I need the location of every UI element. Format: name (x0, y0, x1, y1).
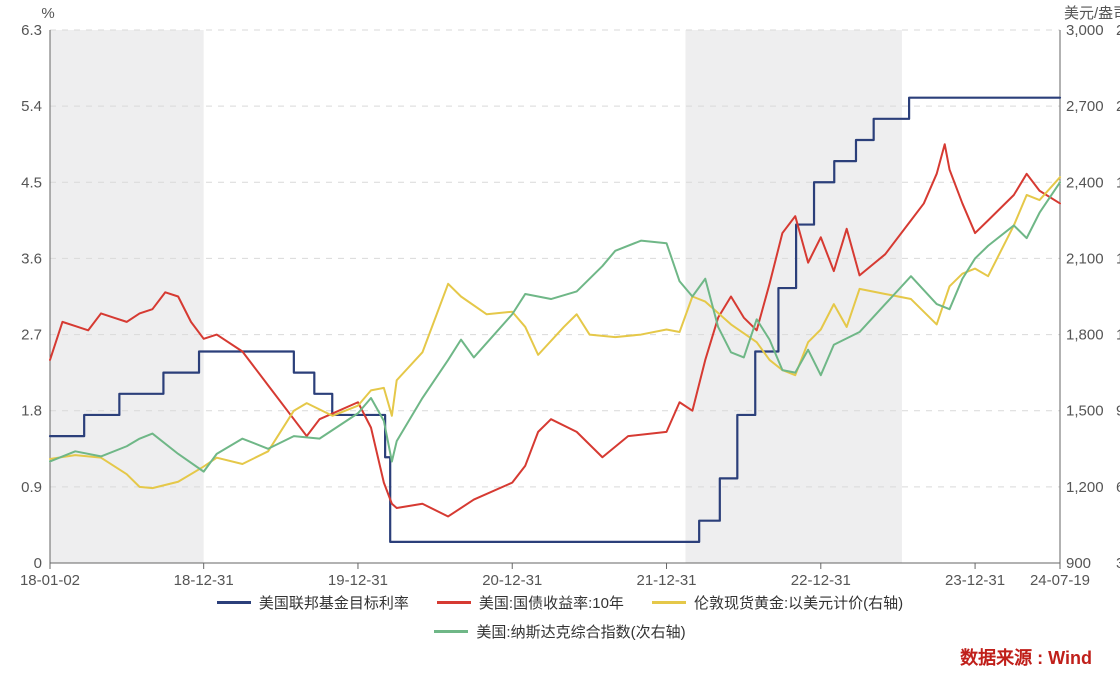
legend-label: 伦敦现货黄金:以美元计价(右轴) (694, 592, 903, 613)
svg-text:21,000: 21,000 (1116, 98, 1120, 115)
svg-text:21-12-31: 21-12-31 (636, 572, 696, 589)
svg-text:6,000: 6,000 (1116, 479, 1120, 496)
legend-swatch (217, 601, 251, 604)
legend: 美国联邦基金目标利率 美国:国债收益率:10年 伦敦现货黄金:以美元计价(右轴) 美国… (0, 592, 1120, 642)
legend-swatch (437, 601, 471, 604)
legend-item-ust10y: 美国:国债收益率:10年 (437, 592, 624, 613)
svg-text:2.7: 2.7 (21, 327, 42, 344)
svg-text:3,000: 3,000 (1066, 22, 1104, 39)
data-source-label: 数据来源 : Wind (960, 644, 1092, 670)
svg-text:5.4: 5.4 (21, 98, 42, 115)
svg-text:0.9: 0.9 (21, 479, 42, 496)
svg-text:%: % (41, 5, 54, 22)
svg-text:2,400: 2,400 (1066, 174, 1104, 191)
svg-text:20-12-31: 20-12-31 (482, 572, 542, 589)
svg-text:3.6: 3.6 (21, 250, 42, 267)
legend-label: 美国:国债收益率:10年 (479, 592, 624, 613)
svg-text:2,700: 2,700 (1066, 98, 1104, 115)
svg-text:0: 0 (34, 555, 42, 572)
svg-text:12,000: 12,000 (1116, 327, 1120, 344)
legend-swatch (434, 630, 468, 633)
svg-text:1.8: 1.8 (21, 403, 42, 420)
svg-text:1,800: 1,800 (1066, 327, 1104, 344)
legend-item-gold: 伦敦现货黄金:以美元计价(右轴) (652, 592, 903, 613)
svg-text:4.5: 4.5 (21, 174, 42, 191)
chart-container: 0 0.9 1.8 2.7 3.6 4.5 5.4 6.3% 900 1,200 1,500 1,80… (0, 0, 1120, 680)
svg-text:19-12-31: 19-12-31 (328, 572, 388, 589)
svg-text:24-07-19: 24-07-19 (1030, 572, 1090, 589)
svg-text:18-12-31: 18-12-31 (174, 572, 234, 589)
svg-text:900: 900 (1066, 555, 1091, 572)
legend-item-fed_funds: 美国联邦基金目标利率 (217, 592, 409, 613)
svg-text:6.3: 6.3 (21, 22, 42, 39)
svg-text:18-01-02: 18-01-02 (20, 572, 80, 589)
legend-swatch (652, 601, 686, 604)
svg-text:15,000: 15,000 (1116, 250, 1120, 267)
svg-text:23-12-31: 23-12-31 (945, 572, 1005, 589)
legend-item-nasdaq: 美国:纳斯达克综合指数(次右轴) (434, 621, 685, 642)
svg-text:18,000: 18,000 (1116, 174, 1120, 191)
svg-text:3,000: 3,000 (1116, 555, 1120, 572)
svg-text:9,000: 9,000 (1116, 403, 1120, 420)
legend-label: 美国联邦基金目标利率 (259, 592, 409, 613)
svg-text:美元/盎司: 美元/盎司 (1064, 5, 1120, 22)
legend-label: 美国:纳斯达克综合指数(次右轴) (476, 621, 685, 642)
line-chart-svg: 0 0.9 1.8 2.7 3.6 4.5 5.4 6.3% 900 1,200 1,500 1,80… (0, 0, 1120, 680)
svg-text:22-12-31: 22-12-31 (791, 572, 851, 589)
svg-text:24,000: 24,000 (1116, 22, 1120, 39)
svg-text:1,500: 1,500 (1066, 403, 1104, 420)
svg-text:1,200: 1,200 (1066, 479, 1104, 496)
svg-text:2,100: 2,100 (1066, 250, 1104, 267)
